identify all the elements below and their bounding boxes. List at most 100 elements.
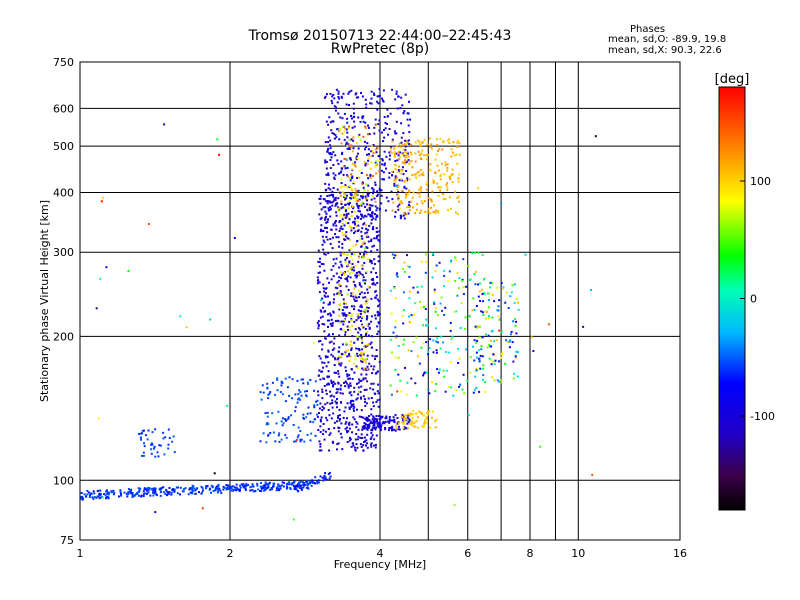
data-point — [151, 443, 154, 446]
data-point — [396, 417, 399, 419]
data-point — [280, 438, 283, 441]
data-point — [370, 144, 373, 147]
data-point — [333, 371, 336, 374]
data-point — [329, 167, 332, 169]
data-point — [451, 151, 454, 154]
data-point — [339, 171, 342, 174]
data-point — [371, 245, 374, 248]
data-point — [154, 489, 157, 492]
data-point — [370, 315, 373, 318]
data-point — [368, 133, 371, 136]
data-point — [447, 279, 450, 282]
data-point — [402, 415, 405, 418]
data-point — [344, 353, 347, 356]
data-point — [463, 392, 466, 395]
data-point — [394, 356, 397, 359]
data-point — [297, 485, 299, 488]
data-point — [347, 202, 350, 205]
data-point — [328, 281, 330, 284]
data-point — [154, 487, 157, 490]
data-point — [345, 314, 348, 316]
data-point — [297, 483, 299, 486]
data-point — [349, 192, 352, 195]
data-point — [426, 324, 429, 327]
data-point — [310, 432, 313, 435]
data-point — [395, 132, 398, 135]
data-point — [403, 428, 406, 430]
data-point — [152, 494, 155, 497]
data-point — [338, 276, 341, 279]
data-point — [362, 279, 365, 282]
data-point — [433, 204, 435, 207]
data-point — [313, 405, 316, 408]
data-point — [348, 427, 351, 430]
data-point — [223, 486, 226, 489]
data-point — [378, 159, 381, 162]
data-point — [337, 190, 340, 193]
data-point — [358, 170, 361, 173]
data-point — [372, 152, 375, 154]
data-point — [239, 484, 241, 487]
data-point — [201, 507, 204, 510]
data-point — [357, 189, 360, 192]
data-point — [327, 361, 330, 364]
data-point — [337, 372, 340, 375]
data-point — [350, 89, 353, 92]
data-point — [473, 251, 476, 254]
data-point — [370, 365, 373, 368]
data-point — [364, 344, 367, 347]
data-point — [350, 253, 353, 256]
data-point — [318, 449, 321, 452]
data-point — [351, 404, 354, 407]
data-point — [421, 413, 424, 416]
data-point — [360, 379, 363, 382]
data-point — [512, 360, 515, 363]
data-point — [342, 216, 345, 219]
data-point — [389, 150, 392, 153]
data-point — [354, 230, 357, 233]
data-point — [331, 95, 334, 98]
data-point — [358, 336, 361, 339]
data-point — [403, 417, 406, 420]
data-point — [360, 385, 363, 388]
data-point — [374, 218, 377, 221]
data-point — [347, 127, 350, 130]
data-point — [337, 209, 340, 212]
data-point — [382, 140, 385, 143]
data-point — [357, 230, 359, 232]
data-point — [488, 315, 490, 318]
data-point — [319, 195, 322, 198]
data-point — [398, 428, 401, 431]
data-point — [357, 152, 359, 155]
data-point — [337, 206, 340, 209]
data-point — [391, 138, 394, 141]
data-point — [398, 165, 400, 168]
data-point — [351, 271, 354, 274]
data-point — [408, 178, 411, 181]
data-point — [354, 300, 357, 302]
data-point — [393, 182, 396, 185]
data-point — [127, 491, 130, 494]
data-point — [193, 487, 196, 490]
data-point — [329, 322, 332, 325]
data-point — [372, 405, 375, 408]
data-point — [346, 131, 349, 134]
data-point — [383, 164, 386, 167]
data-point — [354, 165, 357, 168]
data-point — [367, 133, 369, 136]
data-point — [373, 421, 376, 424]
data-point — [445, 351, 448, 353]
data-point — [215, 485, 218, 488]
data-point — [462, 373, 465, 376]
data-point — [365, 215, 368, 218]
data-point — [360, 409, 363, 412]
data-point — [194, 489, 197, 492]
data-point — [394, 180, 397, 183]
data-point — [492, 353, 495, 356]
data-point — [402, 322, 405, 325]
data-point — [330, 193, 333, 196]
data-point — [328, 477, 331, 480]
data-point — [334, 134, 337, 136]
data-point — [416, 291, 419, 294]
